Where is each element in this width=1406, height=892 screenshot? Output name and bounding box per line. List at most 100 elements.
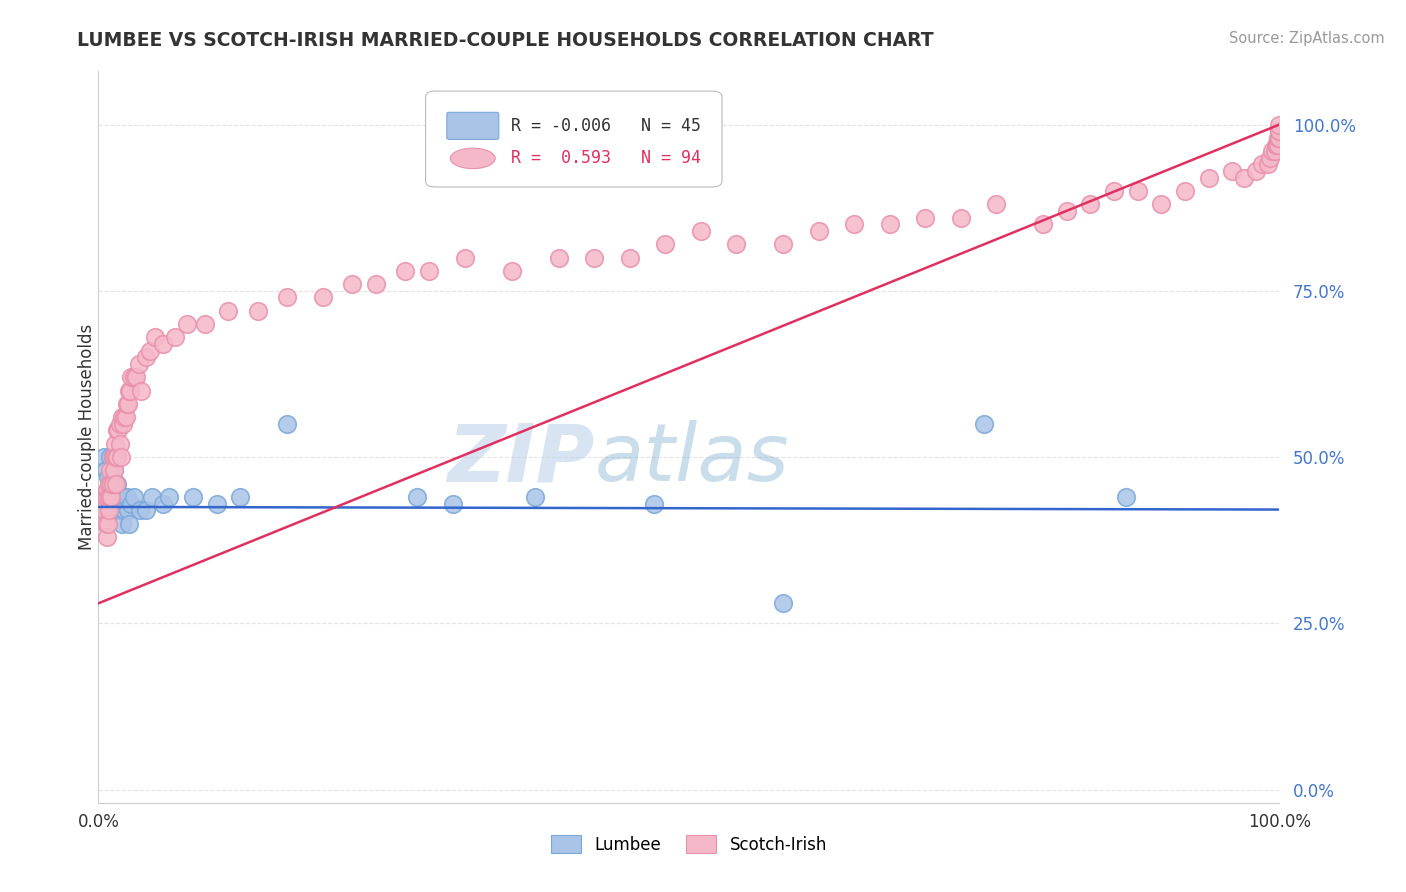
Point xyxy=(548,251,571,265)
Point xyxy=(125,370,148,384)
Point xyxy=(165,330,187,344)
Point xyxy=(107,490,129,504)
Point xyxy=(118,516,141,531)
Point xyxy=(879,217,901,231)
Point xyxy=(135,351,157,365)
Text: R = -0.006   N = 45: R = -0.006 N = 45 xyxy=(510,117,700,136)
Point xyxy=(103,463,125,477)
Point xyxy=(105,450,128,464)
Point xyxy=(101,450,124,464)
Point xyxy=(205,497,228,511)
Point xyxy=(115,397,138,411)
Point xyxy=(583,251,606,265)
Point xyxy=(1102,184,1125,198)
Point xyxy=(643,497,665,511)
Point xyxy=(108,503,131,517)
Point xyxy=(110,450,132,464)
Text: LUMBEE VS SCOTCH-IRISH MARRIED-COUPLE HOUSEHOLDS CORRELATION CHART: LUMBEE VS SCOTCH-IRISH MARRIED-COUPLE HO… xyxy=(77,31,934,50)
FancyBboxPatch shape xyxy=(447,112,499,139)
Point xyxy=(181,490,204,504)
Point xyxy=(105,450,128,464)
Point xyxy=(94,490,117,504)
Point xyxy=(107,424,129,438)
Point xyxy=(135,503,157,517)
Point xyxy=(406,490,429,504)
Point xyxy=(101,476,124,491)
Point xyxy=(93,450,115,464)
Point xyxy=(1126,184,1149,198)
Point xyxy=(1115,490,1137,504)
Point xyxy=(112,410,135,425)
Point xyxy=(118,384,141,398)
Point xyxy=(1257,157,1279,171)
Point xyxy=(97,490,120,504)
Point xyxy=(524,490,547,504)
Point xyxy=(100,503,122,517)
Point xyxy=(141,490,163,504)
Point xyxy=(194,317,217,331)
Point xyxy=(1267,131,1289,145)
Point xyxy=(97,516,120,531)
Point xyxy=(105,424,128,438)
Point xyxy=(97,483,120,498)
Ellipse shape xyxy=(450,148,495,169)
Point xyxy=(93,503,115,517)
Text: atlas: atlas xyxy=(595,420,789,498)
Point xyxy=(96,483,118,498)
Point xyxy=(772,596,794,610)
Point xyxy=(364,277,387,292)
Legend: Lumbee, Scotch-Irish: Lumbee, Scotch-Irish xyxy=(544,829,834,860)
Point xyxy=(1198,170,1220,185)
Point xyxy=(98,490,121,504)
Point xyxy=(104,436,127,450)
Point xyxy=(157,490,180,504)
Point xyxy=(94,516,117,531)
Point xyxy=(394,264,416,278)
Point xyxy=(1032,217,1054,231)
Point xyxy=(105,483,128,498)
Point xyxy=(115,490,138,504)
Point xyxy=(103,490,125,504)
Point xyxy=(121,497,143,511)
Point xyxy=(772,237,794,252)
Point xyxy=(100,490,122,504)
Point xyxy=(101,450,124,464)
Point xyxy=(1268,131,1291,145)
Point xyxy=(176,317,198,331)
Point xyxy=(100,476,122,491)
Point xyxy=(1264,137,1286,152)
Point xyxy=(1268,118,1291,132)
Point xyxy=(122,370,145,384)
Point xyxy=(689,224,711,238)
Point xyxy=(1265,137,1288,152)
Point xyxy=(1080,197,1102,211)
Point xyxy=(96,530,118,544)
Point xyxy=(117,503,139,517)
Point xyxy=(1233,170,1256,185)
Point xyxy=(1261,144,1284,158)
Point xyxy=(98,463,121,477)
Point xyxy=(276,290,298,304)
Point xyxy=(108,417,131,431)
Point xyxy=(276,417,298,431)
Point xyxy=(501,264,523,278)
Point xyxy=(129,384,152,398)
Point xyxy=(312,290,335,304)
Point xyxy=(105,503,128,517)
Point xyxy=(103,463,125,477)
Point xyxy=(143,330,166,344)
Point xyxy=(973,417,995,431)
Point xyxy=(120,384,142,398)
Point xyxy=(128,503,150,517)
Point xyxy=(217,303,239,318)
Point xyxy=(97,470,120,484)
FancyBboxPatch shape xyxy=(426,91,723,187)
Point xyxy=(654,237,676,252)
Point xyxy=(104,497,127,511)
Point xyxy=(114,410,136,425)
Point xyxy=(984,197,1007,211)
Point xyxy=(112,503,135,517)
Point xyxy=(117,397,139,411)
Point xyxy=(121,370,143,384)
Point xyxy=(1268,124,1291,138)
